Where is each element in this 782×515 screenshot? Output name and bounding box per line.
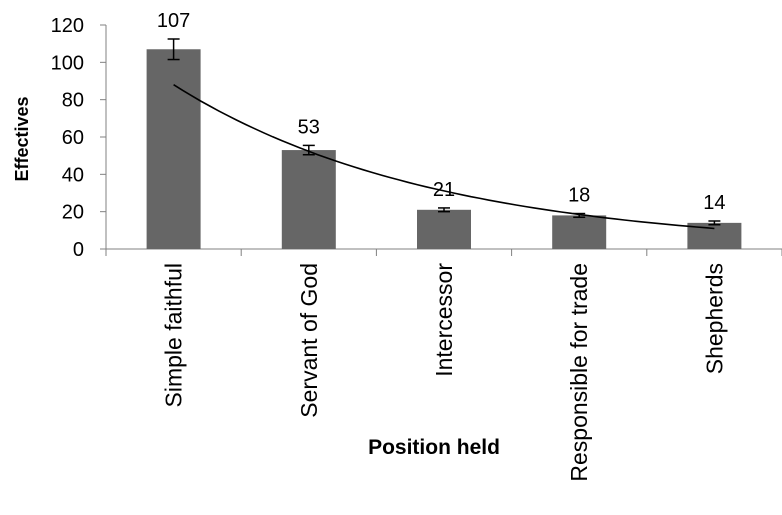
category-label-1: Simple faithful bbox=[161, 263, 187, 407]
error-bar-1 bbox=[167, 38, 180, 61]
category-label-5: Shepherds bbox=[701, 263, 727, 374]
data-label-2: 53 bbox=[298, 116, 320, 138]
y-tick-label: 40 bbox=[62, 164, 84, 186]
category-labels: Simple faithful Servant of God Intercessor… bbox=[161, 263, 728, 482]
error-bar-3 bbox=[438, 207, 450, 213]
x-axis-title: Position held bbox=[368, 436, 500, 459]
data-label-4: 18 bbox=[568, 185, 590, 207]
bar-2 bbox=[281, 150, 336, 249]
bar-4 bbox=[552, 215, 607, 249]
category-label-3: Intercessor bbox=[431, 263, 457, 377]
x-axis bbox=[105, 248, 782, 256]
bars bbox=[146, 49, 742, 250]
data-label-5: 14 bbox=[703, 192, 725, 214]
bar-1 bbox=[146, 49, 201, 250]
y-axis: 0 20 40 60 80 100 120 bbox=[51, 15, 107, 261]
category-label-2: Servant of God bbox=[296, 263, 322, 418]
error-bar-5 bbox=[708, 220, 721, 226]
category-label-4: Responsible for trade bbox=[566, 263, 592, 482]
y-tick-label: 0 bbox=[73, 239, 84, 261]
y-tick-label: 60 bbox=[62, 127, 84, 149]
y-tick-label: 20 bbox=[62, 202, 84, 224]
trendline bbox=[173, 84, 715, 230]
error-bars bbox=[167, 38, 721, 226]
data-labels: 107 53 21 18 14 bbox=[157, 10, 726, 214]
bar-3 bbox=[417, 209, 471, 249]
y-tick-label: 80 bbox=[62, 90, 84, 112]
trendline-curve bbox=[173, 84, 715, 230]
data-label-3: 21 bbox=[433, 179, 455, 201]
error-bar-2 bbox=[302, 144, 315, 156]
y-tick-label: 100 bbox=[51, 52, 84, 74]
data-label-1: 107 bbox=[157, 10, 190, 32]
y-tick-label: 120 bbox=[51, 15, 84, 37]
y-axis-title: Effectives bbox=[12, 96, 32, 181]
